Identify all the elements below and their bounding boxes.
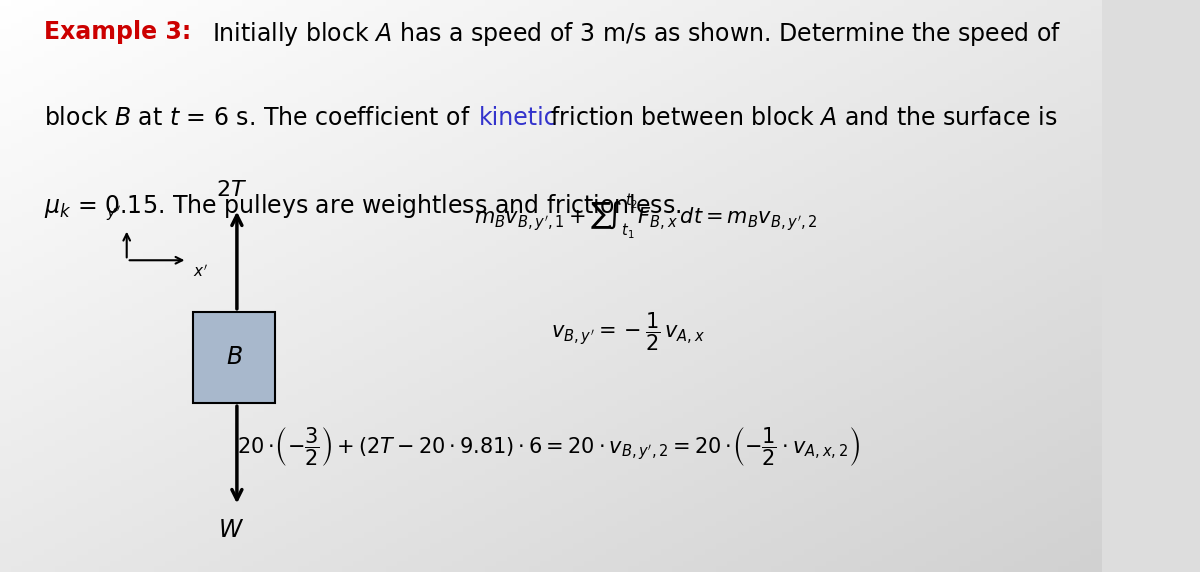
Text: $B$: $B$ — [226, 345, 242, 370]
Text: friction between block $\mathit{A}$ and the surface is: friction between block $\mathit{A}$ and … — [544, 106, 1057, 130]
Text: $m_B v_{B,y',1} + \sum\!\int_{t_1}^{t_2} F_{B,x}\,dt = m_B v_{B,y',2}$: $m_B v_{B,y',1} + \sum\!\int_{t_1}^{t_2}… — [474, 193, 817, 242]
Text: $W$: $W$ — [218, 518, 245, 542]
Text: $v_{B,y'} = -\dfrac{1}{2}\,v_{A,x}$: $v_{B,y'} = -\dfrac{1}{2}\,v_{A,x}$ — [551, 311, 706, 353]
Text: $x'$: $x'$ — [193, 263, 208, 280]
Text: Example 3:: Example 3: — [44, 20, 191, 44]
Text: $y'$: $y'$ — [106, 204, 121, 223]
Bar — [193, 312, 276, 403]
Text: $\mu_k$ = 0.15. The pulleys are weightless and frictionless.: $\mu_k$ = 0.15. The pulleys are weightle… — [44, 192, 682, 220]
Text: kinetic: kinetic — [479, 106, 558, 130]
Text: block $\mathit{B}$ at $\mathit{t}$ = 6 s. The coefficient of: block $\mathit{B}$ at $\mathit{t}$ = 6 s… — [44, 106, 470, 130]
Text: $20\cdot\!\left(-\dfrac{3}{2}\right)+(2T-20\cdot9.81)\cdot6=20\cdot v_{B,y',2}=2: $20\cdot\!\left(-\dfrac{3}{2}\right)+(2T… — [236, 424, 860, 468]
Text: $2T$: $2T$ — [216, 180, 247, 200]
Text: Initially block $\mathit{A}$ has a speed of 3 m/s as shown. Determine the speed : Initially block $\mathit{A}$ has a speed… — [211, 20, 1061, 48]
